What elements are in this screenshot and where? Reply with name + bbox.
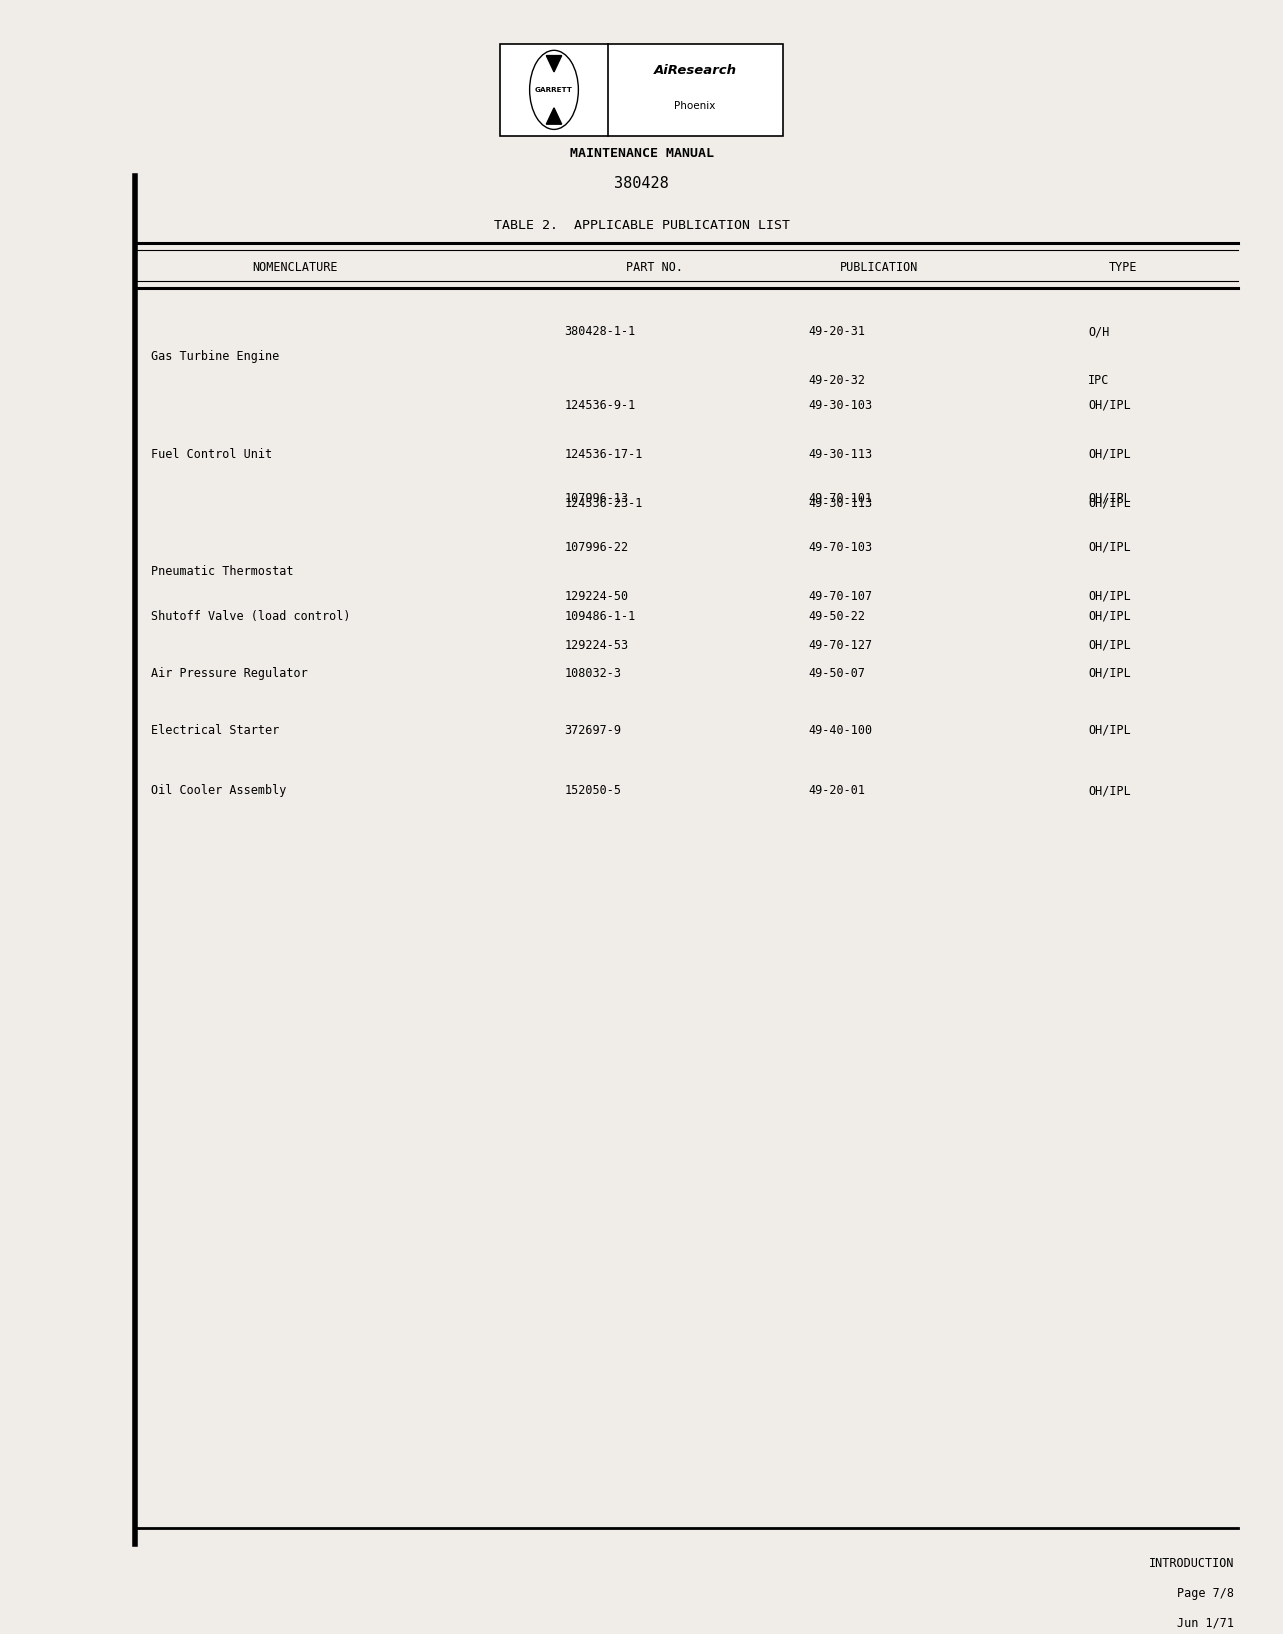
FancyBboxPatch shape (500, 44, 783, 136)
Text: OH/IPL: OH/IPL (1088, 399, 1130, 412)
Text: TYPE: TYPE (1109, 261, 1137, 275)
Text: Page 7/8: Page 7/8 (1178, 1587, 1234, 1600)
Text: Pneumatic Thermostat: Pneumatic Thermostat (151, 565, 294, 578)
Text: 49-70-101: 49-70-101 (808, 492, 872, 505)
Text: OH/IPL: OH/IPL (1088, 667, 1130, 680)
Text: 107996-22: 107996-22 (565, 541, 629, 554)
Text: NOMENCLATURE: NOMENCLATURE (253, 261, 337, 275)
Text: 108032-3: 108032-3 (565, 667, 621, 680)
Text: 129224-53: 129224-53 (565, 639, 629, 652)
Polygon shape (547, 56, 562, 72)
Text: 380428-1-1: 380428-1-1 (565, 325, 636, 338)
Text: O/H: O/H (1088, 325, 1110, 338)
Text: Gas Turbine Engine: Gas Turbine Engine (151, 350, 280, 363)
Text: 124536-9-1: 124536-9-1 (565, 399, 636, 412)
Text: Electrical Starter: Electrical Starter (151, 724, 280, 737)
Text: 49-70-107: 49-70-107 (808, 590, 872, 603)
Text: 49-50-22: 49-50-22 (808, 609, 865, 623)
Polygon shape (547, 108, 562, 124)
Text: 124536-23-1: 124536-23-1 (565, 497, 643, 510)
Text: GARRETT: GARRETT (535, 87, 574, 93)
Text: Air Pressure Regulator: Air Pressure Regulator (151, 667, 308, 680)
Text: PART NO.: PART NO. (626, 261, 683, 275)
Text: 152050-5: 152050-5 (565, 784, 621, 797)
Text: 49-30-113: 49-30-113 (808, 448, 872, 461)
Text: 49-20-01: 49-20-01 (808, 784, 865, 797)
Text: 49-20-31: 49-20-31 (808, 325, 865, 338)
Text: 372697-9: 372697-9 (565, 724, 621, 737)
Text: OH/IPL: OH/IPL (1088, 492, 1130, 505)
Text: 49-30-103: 49-30-103 (808, 399, 872, 412)
Text: Fuel Control Unit: Fuel Control Unit (151, 448, 272, 461)
Text: Shutoff Valve (load control): Shutoff Valve (load control) (151, 609, 350, 623)
Text: 49-50-07: 49-50-07 (808, 667, 865, 680)
Text: OH/IPL: OH/IPL (1088, 784, 1130, 797)
Text: 49-70-103: 49-70-103 (808, 541, 872, 554)
Text: OH/IPL: OH/IPL (1088, 639, 1130, 652)
Text: OH/IPL: OH/IPL (1088, 590, 1130, 603)
Text: 109486-1-1: 109486-1-1 (565, 609, 636, 623)
Text: OH/IPL: OH/IPL (1088, 541, 1130, 554)
Text: 124536-17-1: 124536-17-1 (565, 448, 643, 461)
Text: PUBLICATION: PUBLICATION (839, 261, 919, 275)
Text: IPC: IPC (1088, 374, 1110, 387)
Text: OH/IPL: OH/IPL (1088, 609, 1130, 623)
Text: MAINTENANCE MANUAL: MAINTENANCE MANUAL (570, 147, 713, 160)
Text: OH/IPL: OH/IPL (1088, 724, 1130, 737)
Text: TABLE 2.  APPLICABLE PUBLICATION LIST: TABLE 2. APPLICABLE PUBLICATION LIST (494, 219, 789, 232)
Text: Phoenix: Phoenix (675, 101, 716, 111)
Text: 380428: 380428 (615, 175, 668, 191)
Text: Jun 1/71: Jun 1/71 (1178, 1616, 1234, 1629)
Text: 107996-13: 107996-13 (565, 492, 629, 505)
Text: OH/IPL: OH/IPL (1088, 497, 1130, 510)
Text: 129224-50: 129224-50 (565, 590, 629, 603)
Text: 49-40-100: 49-40-100 (808, 724, 872, 737)
Text: 49-20-32: 49-20-32 (808, 374, 865, 387)
Text: Oil Cooler Assembly: Oil Cooler Assembly (151, 784, 287, 797)
Text: OH/IPL: OH/IPL (1088, 448, 1130, 461)
Text: 49-70-127: 49-70-127 (808, 639, 872, 652)
Text: AiResearch: AiResearch (653, 64, 736, 77)
Text: 49-30-113: 49-30-113 (808, 497, 872, 510)
Text: INTRODUCTION: INTRODUCTION (1148, 1557, 1234, 1570)
